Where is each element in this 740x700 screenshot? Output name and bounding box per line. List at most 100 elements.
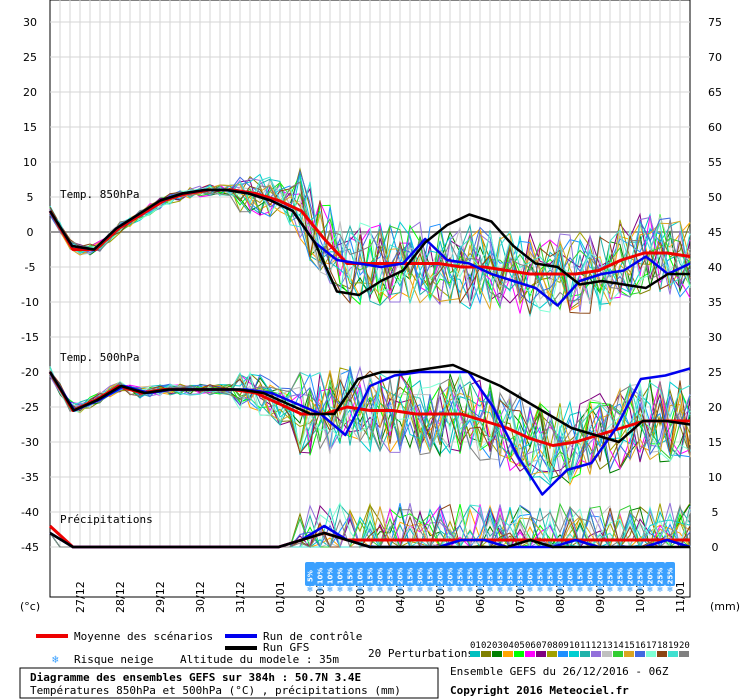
snowflake-icon: ❄ — [447, 585, 453, 595]
x-tick-label: 03/01 — [354, 581, 367, 613]
snowflake-icon: ❄ — [507, 585, 513, 595]
y-left-tick-label: -45 — [21, 541, 39, 554]
series-gfs-precip-line — [49, 531, 690, 549]
snow-risk-cell — [425, 562, 435, 586]
snowflake-icon: ❄ — [537, 585, 543, 595]
snow-risk-percent: 10% — [317, 568, 325, 585]
snowflake-icon: ❄ — [407, 585, 413, 595]
perturbation-number: 17 — [646, 641, 657, 651]
y-left-tick-label: -35 — [21, 471, 39, 484]
snow-risk-cell — [305, 562, 315, 586]
y-left-tick-label: -15 — [21, 331, 39, 344]
copyright-label: Copyright 2016 Meteociel.fr — [450, 684, 629, 697]
snow-risk-cell — [525, 562, 535, 586]
snow-risk-percent: 25% — [537, 568, 545, 585]
legend-control-label: Run de contrôle — [263, 630, 362, 643]
perturbations-label: 20 Perturbations — [368, 647, 474, 660]
y-left-tick-label: 30 — [23, 16, 37, 29]
snowflake-icon: ❄ — [367, 585, 373, 595]
perturbation-t850-line — [49, 186, 691, 313]
altitude-label: Altitude du modele : 35m — [180, 653, 339, 666]
snowflake-icon: ❄ — [437, 585, 443, 595]
footer-title: Diagramme des ensembles GEFS sur 384h : … — [30, 671, 361, 684]
footer-subtitle: Températures 850hPa et 500hPa (°C) , pré… — [30, 684, 401, 697]
legend-gfs-label: Run GFS — [263, 641, 309, 654]
perturbation-color-swatch — [492, 651, 502, 657]
snowflake-icon: ❄ — [347, 585, 353, 595]
y-right-tick-label: 45 — [708, 226, 722, 239]
perturbation-number: 13 — [602, 641, 613, 651]
snowflake-icon: ❄ — [527, 585, 533, 595]
snow-risk-percent: 10% — [327, 568, 335, 585]
perturbation-color-swatch — [646, 651, 656, 657]
snow-risk-percent: 25% — [607, 568, 615, 585]
snow-risk-cell — [415, 562, 425, 586]
perturbation-color-swatch — [657, 651, 667, 657]
footer-box — [19, 667, 439, 699]
snow-risk-percent: 20% — [647, 568, 655, 585]
snow-risk-cell — [535, 562, 545, 586]
perturbation-number: 07 — [536, 641, 547, 651]
snow-risk-percent: 25% — [487, 568, 495, 585]
snowflake-icon: ❄ — [337, 585, 343, 595]
snowflake-icon: ❄ — [607, 585, 613, 595]
x-tick-label: 05/01 — [434, 581, 447, 613]
section-title-850: Temp. 850hPa — [60, 188, 139, 201]
snowflake-icon: ❄ — [517, 585, 523, 595]
y-left-tick-label: 5 — [27, 191, 34, 204]
snow-risk-cell — [595, 562, 605, 586]
x-tick-label: 01/01 — [274, 581, 287, 613]
snow-risk-percent: 10% — [357, 568, 365, 585]
perturbation-color-swatch — [668, 651, 678, 657]
snow-risk-percent: 15% — [407, 568, 415, 585]
snowflake-icon: ❄ — [617, 585, 623, 595]
snow-risk-cell — [555, 562, 565, 586]
snow-risk-cell — [515, 562, 525, 586]
y-right-tick-label: 50 — [708, 191, 722, 204]
snow-risk-cell — [375, 562, 385, 586]
y-left-tick-label: 15 — [23, 121, 37, 134]
snow-risk-percent: 20% — [447, 568, 455, 585]
section-title-precip: Précipitations — [60, 513, 153, 526]
snow-risk-cell — [495, 562, 505, 586]
snowflake-icon: ❄ — [417, 585, 423, 595]
y-right-tick-label: 30 — [708, 331, 722, 344]
y-right-tick-label: 20 — [708, 401, 722, 414]
snow-risk-percent: 20% — [557, 568, 565, 585]
snow-risk-percent: 20% — [397, 568, 405, 585]
perturbation-color-swatch — [536, 651, 546, 657]
snowflake-icon: ❄ — [587, 585, 593, 595]
snow-risk-cell — [405, 562, 415, 586]
snowflake-icon: ❄ — [647, 585, 653, 595]
perturbation-number: 18 — [657, 641, 668, 651]
perturbation-number: 14 — [613, 641, 624, 651]
snow-risk-cell — [665, 562, 675, 586]
y-left-tick-label: 10 — [23, 156, 37, 169]
perturbation-number: 02 — [481, 641, 492, 651]
snow-risk-cell — [635, 562, 645, 586]
perturbation-color-swatch — [580, 651, 590, 657]
y-left-tick-label: -30 — [21, 436, 39, 449]
snowflake-icon: ❄ — [547, 585, 553, 595]
legend-snow-label: Risque neige — [74, 653, 153, 666]
perturbation-color-swatch — [547, 651, 557, 657]
y-left-tick-label: -20 — [21, 366, 39, 379]
snowflake-icon: ❄ — [52, 653, 59, 666]
y-right-tick-label: 40 — [708, 261, 722, 274]
x-tick-label: 27/12 — [74, 581, 87, 613]
snowflake-icon: ❄ — [377, 585, 383, 595]
snowflake-icon: ❄ — [477, 585, 483, 595]
y-left-tick-label: 20 — [23, 86, 37, 99]
snow-risk-cell — [395, 562, 405, 586]
snow-risk-percent: 20% — [437, 568, 445, 585]
perturbation-color-swatch — [481, 651, 491, 657]
x-tick-label: 30/12 — [194, 581, 207, 613]
perturbation-number: 10 — [569, 641, 580, 651]
perturbation-number: 08 — [547, 641, 558, 651]
snow-risk-cell — [585, 562, 595, 586]
snow-risk-percent: 15% — [577, 568, 585, 585]
snow-risk-cell — [475, 562, 485, 586]
snow-risk-cell — [445, 562, 455, 586]
snowflake-icon: ❄ — [387, 585, 393, 595]
